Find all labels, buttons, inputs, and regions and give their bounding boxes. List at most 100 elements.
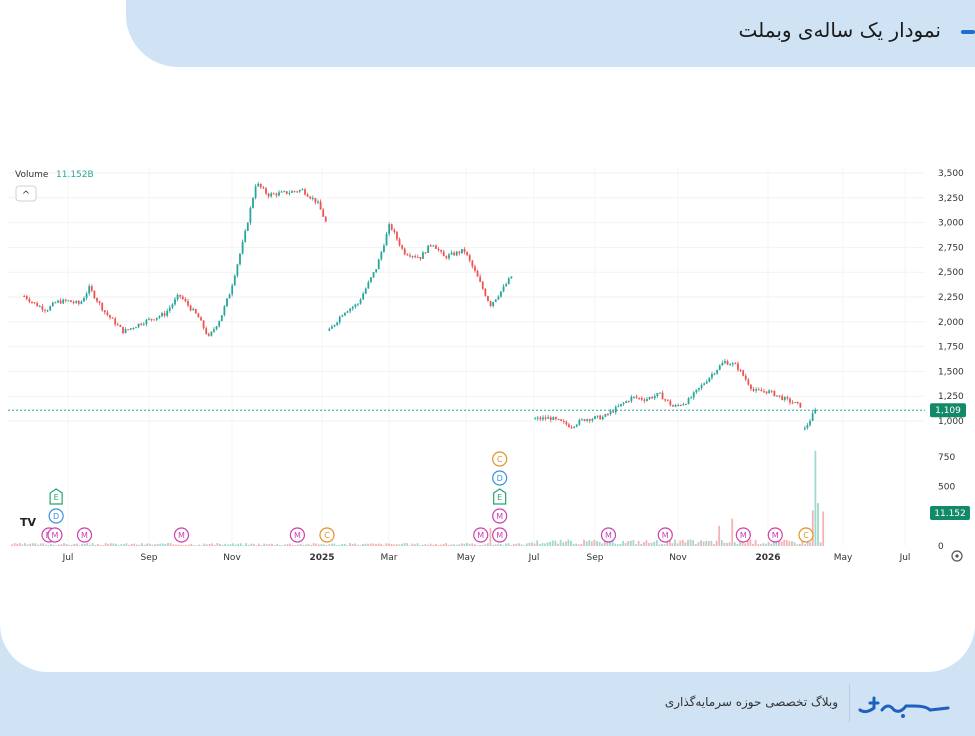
- event-marker-c[interactable]: C: [492, 451, 508, 467]
- volume-bar: [185, 544, 188, 546]
- candle-body: [25, 296, 28, 300]
- candle-body: [145, 319, 148, 324]
- event-marker-d[interactable]: D: [492, 470, 508, 486]
- volume-bar: [403, 543, 406, 546]
- candle-body: [471, 260, 474, 267]
- candle-body: [57, 300, 59, 303]
- volume-bar: [239, 543, 242, 546]
- event-marker-m[interactable]: M: [76, 527, 93, 543]
- stock-chart[interactable]: 3,500 3,250 3,000 2,750 2,500 2,250 2,000 1,750…: [0, 160, 975, 570]
- candle-body: [231, 285, 234, 295]
- volume-bar: [546, 542, 549, 546]
- candle-body: [106, 312, 109, 315]
- volume-bar: [143, 544, 146, 546]
- volume-bar: [809, 542, 812, 546]
- candle-body: [367, 282, 370, 289]
- volume-bar: [281, 545, 284, 546]
- brand-logo[interactable]: [856, 684, 956, 724]
- candle-body: [721, 362, 724, 366]
- candle-body: [319, 201, 322, 210]
- price-axis: 3,500 3,250 3,000 2,750 2,500 2,250 2,000 1,750…: [938, 169, 964, 427]
- event-marker-m[interactable]: M: [492, 527, 508, 543]
- event-marker-e[interactable]: E: [49, 488, 63, 505]
- tradingview-logo: TV: [20, 516, 37, 529]
- candle-body: [62, 299, 65, 304]
- candle-body: [187, 301, 189, 306]
- candle-body: [734, 363, 737, 365]
- volume-legend-label: Volume: [15, 170, 49, 180]
- event-marker-m[interactable]: M: [657, 527, 673, 543]
- event-marker-c[interactable]: C: [798, 527, 814, 543]
- volume-bar: [775, 541, 778, 546]
- candle-body: [479, 276, 482, 282]
- candle-body: [322, 209, 325, 217]
- candle-body: [806, 425, 809, 428]
- collapse-button[interactable]: ^: [15, 185, 37, 202]
- candle-body: [142, 323, 145, 325]
- candle-body: [44, 309, 46, 311]
- volume-bar: [640, 544, 643, 546]
- event-marker-m[interactable]: M: [492, 508, 508, 524]
- volume-bar: [73, 543, 76, 546]
- event-marker-d[interactable]: D: [48, 508, 64, 524]
- candle-body: [492, 301, 495, 306]
- volume-bar: [655, 540, 658, 546]
- volume-bar: [757, 544, 760, 546]
- volume-bar: [780, 541, 783, 546]
- volume-bar: [554, 540, 557, 546]
- volume-bar: [679, 540, 682, 546]
- volume-bar: [536, 540, 539, 546]
- candle-body: [246, 222, 249, 231]
- last-price-tag: 1,109: [930, 403, 966, 418]
- candle-body: [783, 397, 786, 400]
- candle-body: [692, 392, 695, 398]
- settings-gear-icon[interactable]: [951, 550, 963, 562]
- candle-body: [814, 409, 817, 414]
- candle-body: [796, 402, 799, 404]
- event-marker-e[interactable]: E: [493, 488, 507, 505]
- event-marker-m[interactable]: M: [600, 527, 617, 543]
- volume-bar: [492, 544, 494, 546]
- volume-bar: [533, 543, 536, 546]
- volume-bar: [377, 543, 380, 546]
- volume-bar: [68, 544, 71, 546]
- volume-bar: [117, 545, 120, 546]
- candle-body: [578, 419, 581, 425]
- candle-body: [770, 390, 773, 392]
- volume-bar: [343, 543, 346, 546]
- volume-bar: [736, 543, 739, 546]
- candle-body: [283, 191, 286, 193]
- event-marker-m[interactable]: M: [289, 527, 306, 543]
- volume-bar: [289, 543, 292, 546]
- volume-bar: [151, 544, 154, 546]
- candle-body: [560, 419, 563, 421]
- candle-body: [252, 197, 254, 208]
- volume-bar: [614, 543, 617, 546]
- volume-bar: [271, 543, 273, 546]
- candle-body: [72, 301, 75, 303]
- volume-bar: [450, 544, 453, 546]
- candle-body: [729, 364, 732, 366]
- event-marker-m[interactable]: M: [473, 527, 489, 543]
- event-marker-m[interactable]: M: [767, 527, 783, 543]
- event-marker-m[interactable]: M: [47, 527, 63, 543]
- candle-body: [489, 301, 492, 306]
- volume-bar: [21, 544, 24, 546]
- volume-bar: [385, 543, 388, 546]
- event-markers[interactable]: MMMMMCMMMMMMCDEMEDC: [41, 451, 814, 543]
- event-marker-m[interactable]: M: [735, 527, 751, 543]
- volume-bar: [398, 544, 401, 546]
- event-marker-c[interactable]: C: [319, 527, 335, 543]
- candle-body: [93, 290, 96, 299]
- event-marker-m[interactable]: M: [173, 527, 190, 543]
- volume-bar: [603, 539, 606, 546]
- volume-bar: [57, 544, 60, 546]
- volume-bar: [76, 543, 78, 546]
- candle-body: [437, 248, 440, 251]
- volume-bar: [718, 525, 721, 546]
- volume-bar: [120, 544, 123, 546]
- candle-body: [455, 251, 458, 256]
- volume-bar: [728, 542, 731, 546]
- candle-body: [698, 387, 700, 390]
- volume-bar: [447, 544, 450, 546]
